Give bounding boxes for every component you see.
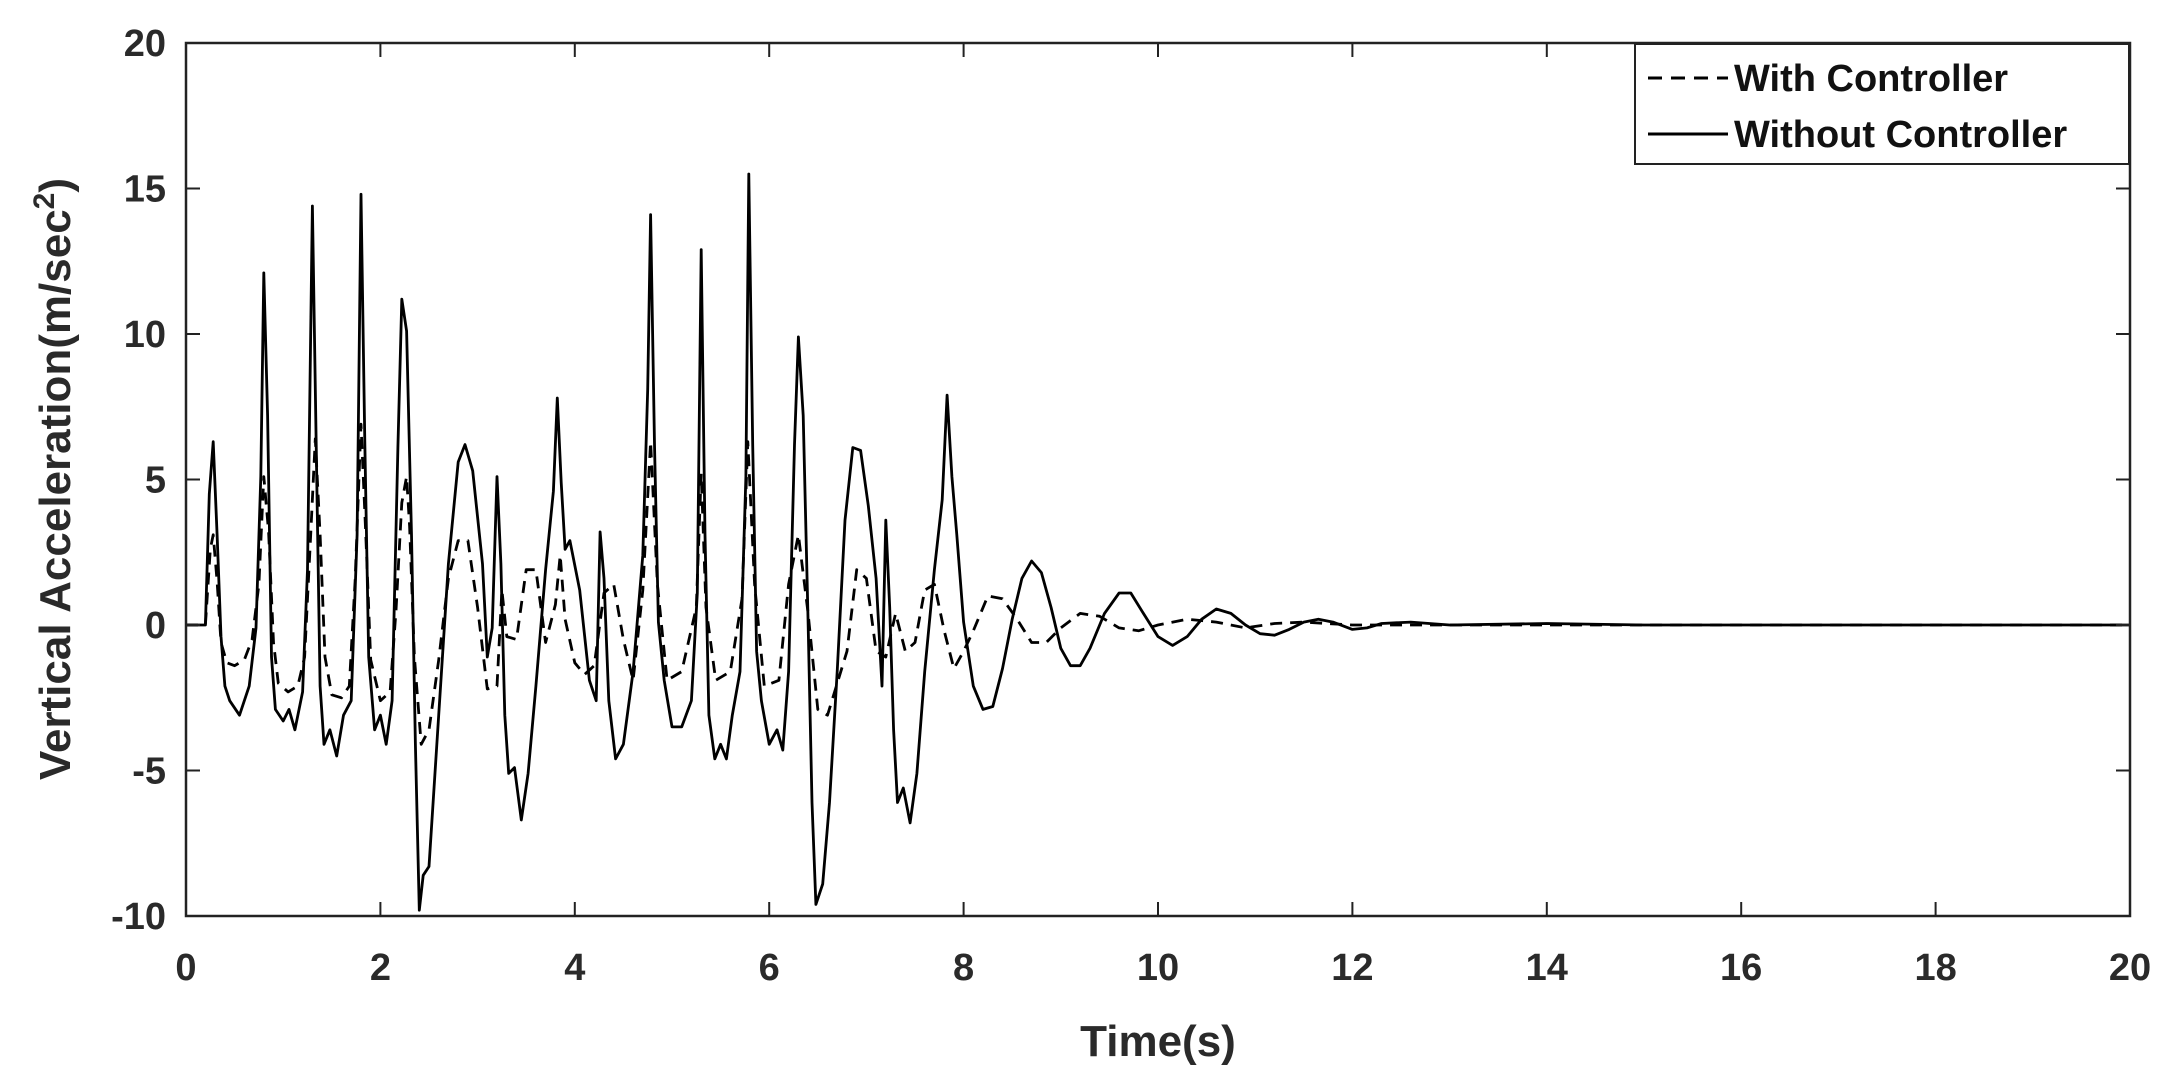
- x-tick-label: 4: [564, 947, 585, 989]
- y-tick-label: 20: [124, 23, 166, 65]
- legend-label-with-controller: With Controller: [1734, 58, 2008, 100]
- y-axis-label-superscript: 2: [28, 193, 61, 210]
- x-axis-label: Time(s): [1080, 1017, 1236, 1066]
- y-tick-label: 0: [145, 605, 166, 647]
- y-axis-label-main: Vertical Acceleration(m/sec: [31, 209, 80, 780]
- x-tick-label: 20: [2109, 947, 2151, 989]
- y-tick-label: 10: [124, 314, 166, 356]
- y-tick-label: 5: [145, 460, 166, 502]
- x-axis: 0 2 4 6 8 10 12 14 16 18 20: [175, 43, 2151, 989]
- y-axis-label-close: ): [31, 178, 80, 193]
- x-tick-label: 16: [1720, 947, 1762, 989]
- legend: With Controller Without Controller: [1634, 43, 2130, 165]
- x-tick-label: 6: [759, 947, 780, 989]
- y-tick-label: -10: [111, 896, 166, 938]
- legend-label-without-controller: Without Controller: [1734, 114, 2067, 156]
- x-tick-label: 12: [1331, 947, 1373, 989]
- legend-box: [1634, 43, 2130, 165]
- y-axis: -10 -5 0 5 10 15 20: [111, 23, 2130, 938]
- x-tick-label: 2: [370, 947, 391, 989]
- x-tick-label: 10: [1137, 947, 1179, 989]
- x-tick-label: 0: [175, 947, 196, 989]
- y-tick-label: 15: [124, 169, 166, 211]
- x-tick-label: 8: [953, 947, 974, 989]
- y-tick-label: -5: [132, 751, 166, 793]
- series-layer: [186, 172, 2130, 912]
- series-line-without-controller: [186, 172, 2130, 912]
- x-tick-label: 14: [1526, 947, 1568, 989]
- y-axis-label: Vertical Acceleration(m/sec2): [28, 178, 80, 780]
- x-tick-label: 18: [1914, 947, 1956, 989]
